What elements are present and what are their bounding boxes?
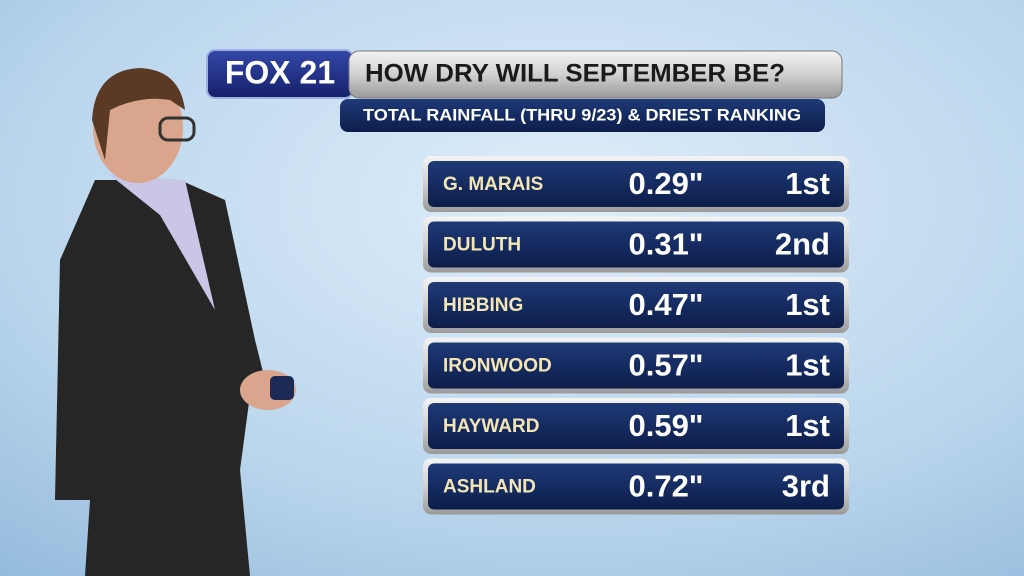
rainfall: 0.57": [628, 348, 703, 383]
rainfall: 0.31": [628, 227, 703, 262]
row-panel: [428, 282, 844, 328]
rainfall: 0.72": [628, 469, 703, 504]
city: G. MARAIS: [443, 174, 543, 195]
rank: 1st: [785, 408, 830, 443]
logo: FOX 21: [225, 54, 335, 90]
row-panel: [428, 342, 844, 389]
rank: 1st: [785, 166, 830, 201]
rainfall: 0.47": [628, 287, 703, 322]
row-panel: [428, 221, 844, 268]
rank: 1st: [785, 287, 830, 322]
city: HIBBING: [443, 295, 523, 316]
rank: 2nd: [775, 227, 830, 262]
rank: 1st: [785, 348, 830, 383]
row-panel: [428, 403, 844, 449]
city: HAYWARD: [443, 416, 539, 437]
row-panel: [428, 161, 844, 207]
rainfall: 0.59": [628, 408, 703, 443]
rank: 3rd: [782, 469, 830, 504]
title: HOW DRY WILL SEPTEMBER BE?: [365, 60, 785, 88]
subtitle: TOTAL RAINFALL (THRU 9/23) & DRIEST RANK…: [363, 105, 801, 124]
row-panel: [428, 463, 844, 510]
title-box: [348, 50, 843, 99]
subtitle-box: [340, 99, 825, 132]
rainfall: 0.29": [628, 166, 703, 201]
ranking-table: G. MARAIS 0.29" 1st DULUTH 0.31" 2nd HIBBING 0.…: [423, 156, 849, 515]
city: IRONWOOD: [443, 356, 552, 377]
city: DULUTH: [443, 235, 521, 256]
presenter: [55, 68, 296, 576]
city: ASHLAND: [443, 477, 536, 498]
